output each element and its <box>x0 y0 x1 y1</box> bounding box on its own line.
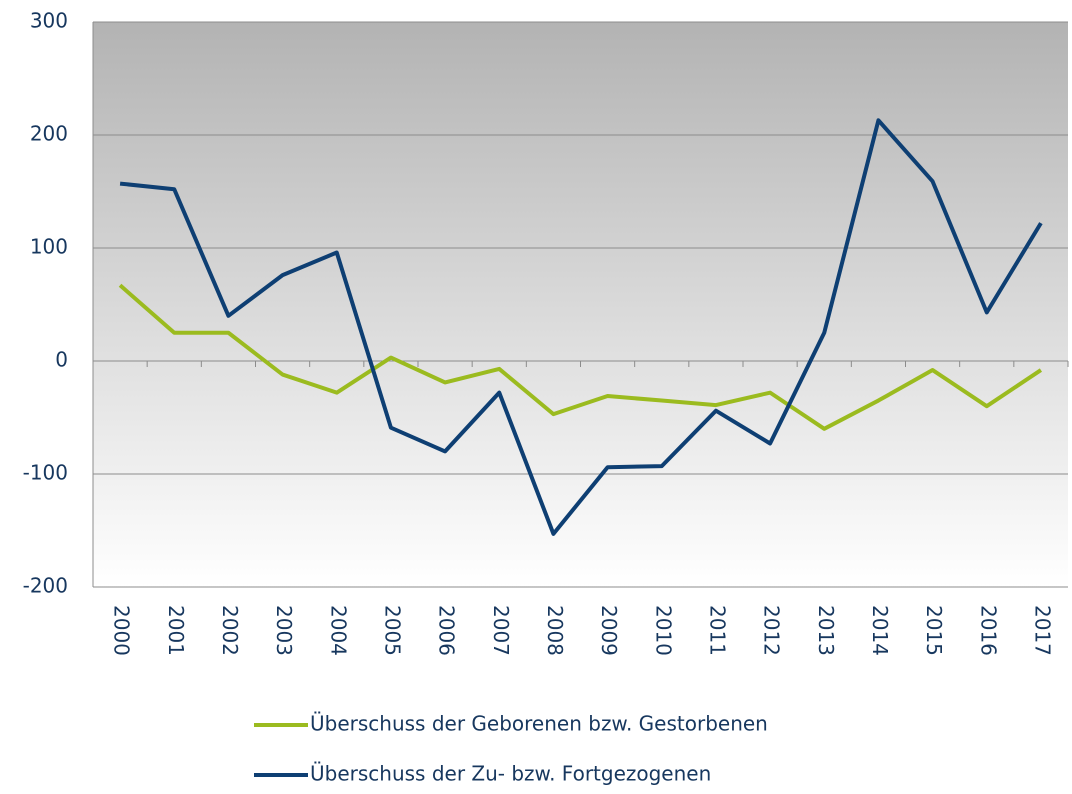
y-tick-label: 300 <box>30 9 68 33</box>
series-line <box>119 118 1043 536</box>
x-tick-label: 2014 <box>868 605 892 656</box>
x-tick-label: 2004 <box>326 605 350 656</box>
x-tick-label: 2003 <box>272 605 296 656</box>
x-tick-label: 2009 <box>597 605 621 656</box>
x-tick-label: 2016 <box>976 605 1000 656</box>
x-tick-label: 2008 <box>543 605 567 656</box>
x-tick-label: 2005 <box>380 605 404 656</box>
legend-label: Überschuss der Zu- bzw. Fortgezogenen <box>310 762 711 786</box>
x-tick-label: 2012 <box>760 605 784 656</box>
y-tick-label: -100 <box>23 461 68 485</box>
x-tick-label: 2007 <box>489 605 513 656</box>
x-tick-label: 2013 <box>814 605 838 656</box>
y-tick-label: 100 <box>30 235 68 259</box>
x-tick-label: 2011 <box>705 605 729 656</box>
plot-area <box>93 22 1068 587</box>
y-tick-label: -200 <box>23 574 68 598</box>
y-tick-label: 200 <box>30 122 68 146</box>
x-tick-label: 2010 <box>651 605 675 656</box>
x-tick-label: 2000 <box>110 605 134 656</box>
legend-label: Überschuss der Geborenen bzw. Gestorbene… <box>310 712 768 736</box>
x-tick-label: 2017 <box>1030 605 1054 656</box>
x-tick-label: 2002 <box>218 605 242 656</box>
x-tick-label: 2006 <box>435 605 459 656</box>
x-tick-label: 2015 <box>922 605 946 656</box>
x-tick-label: 2001 <box>164 605 188 656</box>
y-tick-label: 0 <box>55 348 68 372</box>
series-line <box>118 283 1043 431</box>
